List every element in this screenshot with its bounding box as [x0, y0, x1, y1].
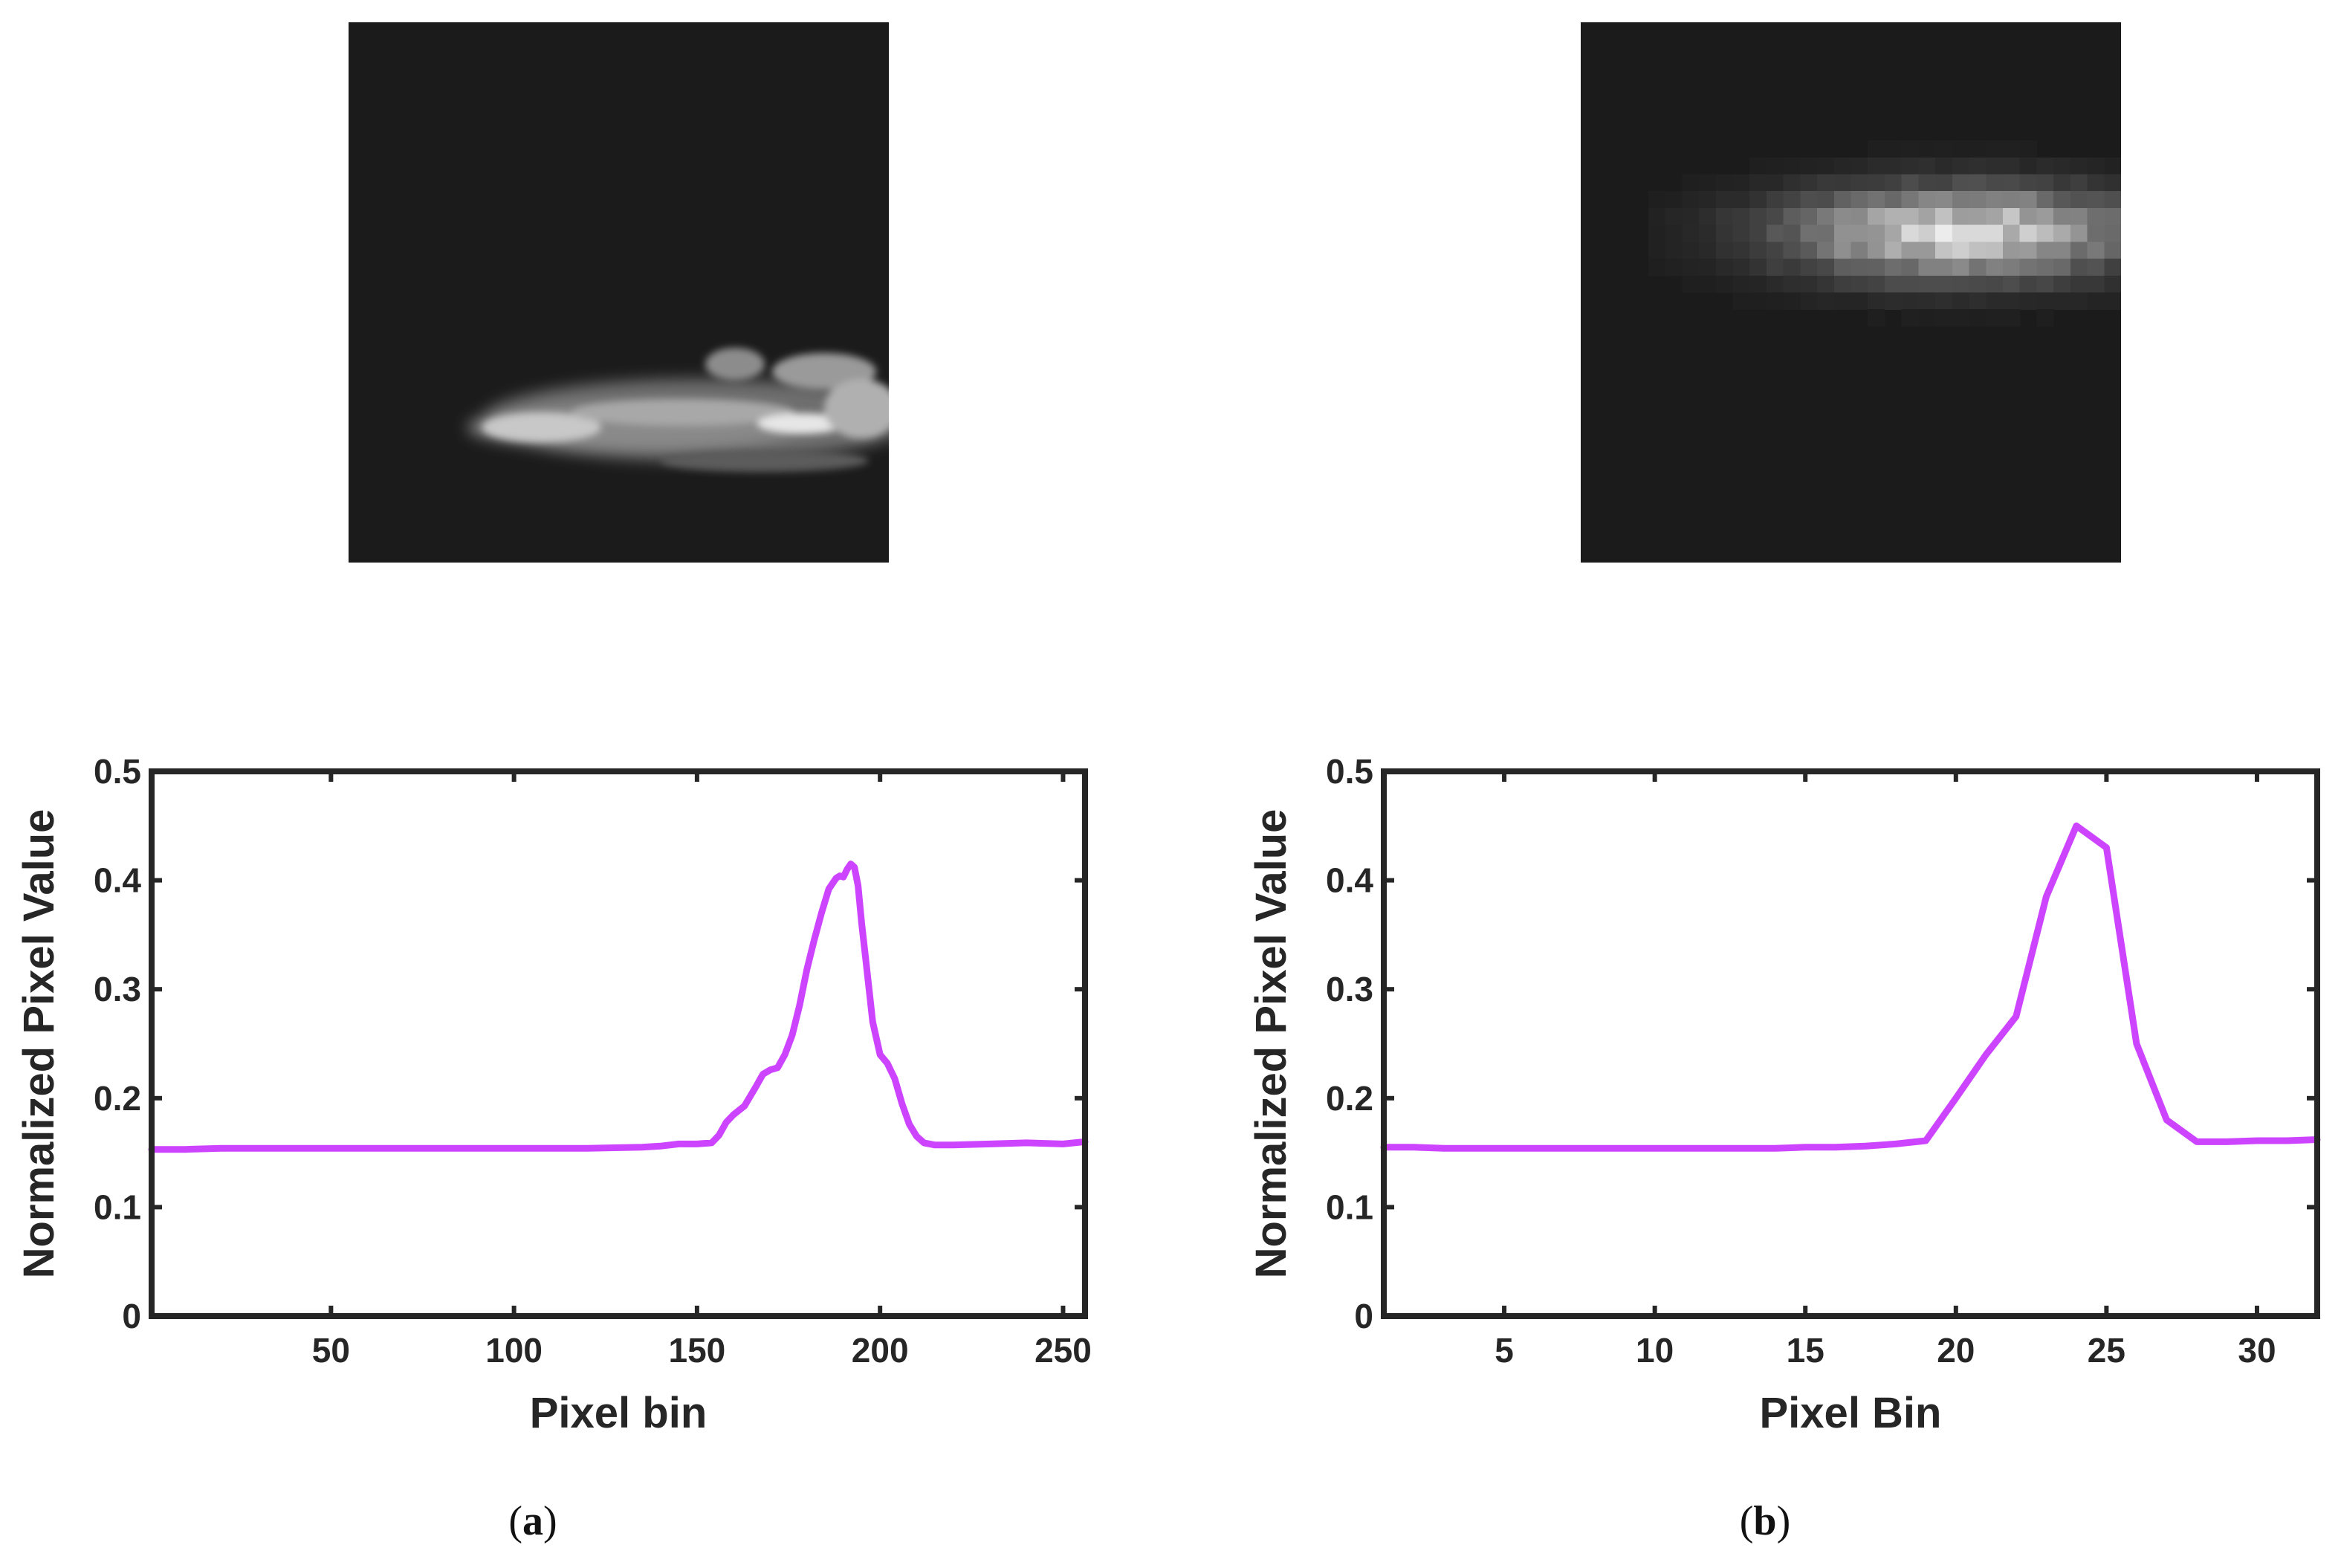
chart-a-ytick-label: 0: [122, 1297, 141, 1335]
chart-b-ytick-label: 0: [1354, 1297, 1373, 1335]
chart-b-ytick-label: 0.5: [1326, 752, 1373, 791]
chart-b-ytick-label: 0.1: [1326, 1188, 1373, 1226]
chart-b-line: [1380, 822, 2321, 1152]
chart-a-ylabel: Normalized Pixel Value: [15, 809, 63, 1279]
chart-b-xtick-label: 15: [1787, 1331, 1824, 1370]
chart-a-xtick-label: 100: [485, 1331, 543, 1370]
chart-a-xtick-label: 150: [669, 1331, 726, 1370]
chart-a-ytick-label: 0.1: [94, 1188, 141, 1226]
chart-b-xtick-label: 30: [2238, 1331, 2276, 1370]
caption-a: (a): [508, 1498, 557, 1544]
chart-b-xtick-label: 20: [1937, 1331, 1975, 1370]
chart-b-axes-box: [1381, 768, 2320, 1319]
chart-b-xlabel: Pixel Bin: [1760, 1389, 1942, 1437]
image-panel-b: [1581, 22, 2121, 563]
chart-b-ytick-label: 0.3: [1326, 970, 1373, 1008]
chart-b-ylabel: Normalized Pixel Value: [1247, 809, 1295, 1279]
chart-a-xtick-label: 250: [1034, 1331, 1092, 1370]
chart-a-ytick-label: 0.4: [94, 861, 141, 900]
chart-b-xtick-label: 25: [2088, 1331, 2125, 1370]
caption-b: (b): [1739, 1498, 1791, 1544]
chart-b-ytick-label: 0.4: [1326, 861, 1373, 900]
chart-a-xtick-label: 200: [852, 1331, 909, 1370]
chart-a-ytick-label: 0.3: [94, 970, 141, 1008]
chart-b-xtick-label: 5: [1495, 1331, 1514, 1370]
chart-a-line: [148, 861, 1089, 1153]
chart-a-ytick-label: 0.5: [94, 752, 141, 791]
chart-a-xtick-label: 50: [312, 1331, 350, 1370]
chart-a-ytick-label: 0.2: [94, 1079, 141, 1118]
chart-b-ytick-label: 0.2: [1326, 1079, 1373, 1118]
chart-b-xtick-label: 10: [1636, 1331, 1674, 1370]
image-b-render: [1581, 22, 2121, 563]
chart-a-axes-box: [149, 768, 1088, 1319]
image-a-render: [349, 22, 889, 563]
chart-a-xlabel: Pixel bin: [530, 1389, 708, 1437]
image-panel-a: [349, 22, 889, 563]
